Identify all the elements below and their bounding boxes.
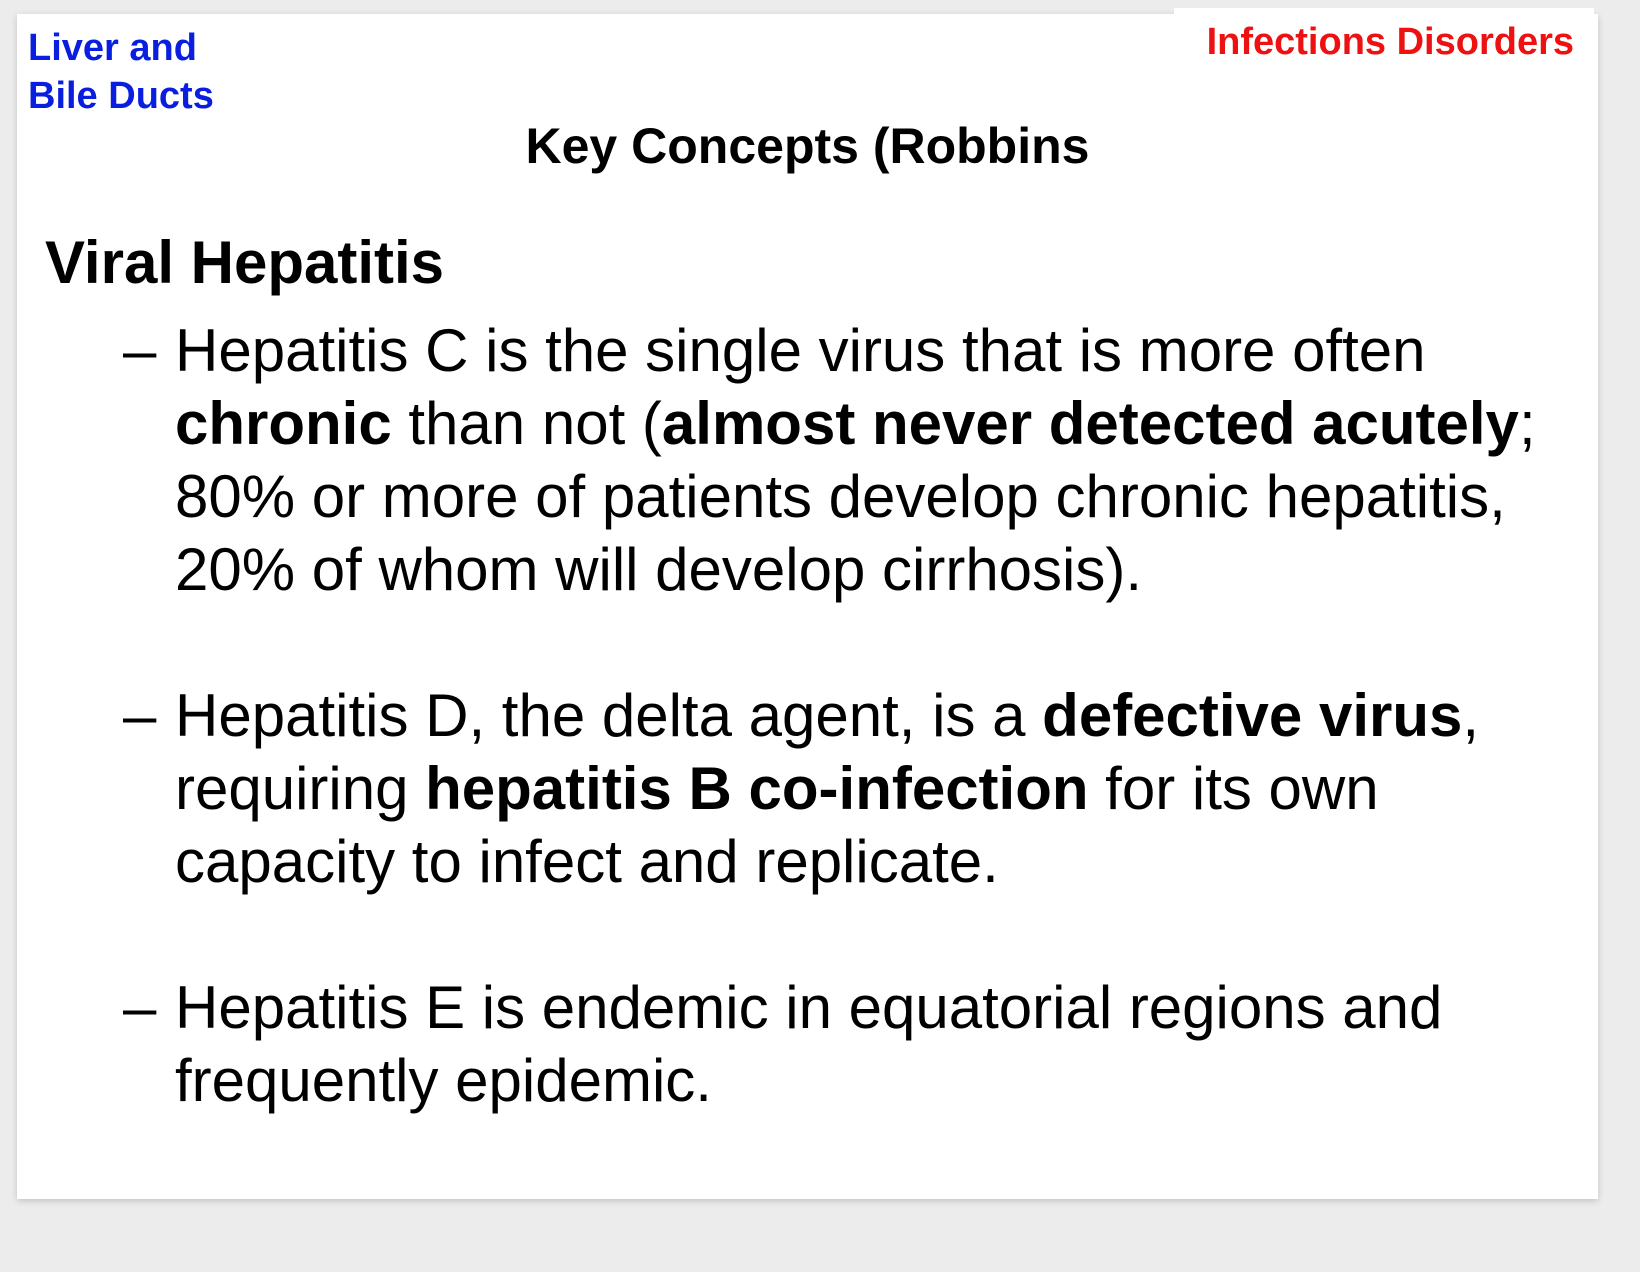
bullet-text: Hepatitis E is endemic in equatorial reg… xyxy=(175,974,1442,1114)
bullet-dash: – xyxy=(123,679,156,752)
bullet-dash: – xyxy=(123,314,156,387)
bullet-list: – Hepatitis C is the single virus that i… xyxy=(17,314,1598,1117)
slide-title: Key Concepts (Robbins xyxy=(17,114,1598,178)
category-label: Infections Disorders xyxy=(1207,18,1574,66)
section-label-line-2: Bile Ducts xyxy=(28,72,214,120)
bullet-text: Hepatitis D, the delta agent, is a xyxy=(175,682,1042,749)
bullet-text: than not ( xyxy=(392,390,662,457)
section-label: Liver and Bile Ducts xyxy=(28,24,214,120)
bullet-dash: – xyxy=(123,971,156,1044)
bullet-emphasis: defective virus xyxy=(1042,682,1462,749)
bullet-hepatitis-e: – Hepatitis E is endemic in equatorial r… xyxy=(17,971,1598,1117)
bullet-emphasis: almost never detected acutely xyxy=(662,390,1519,457)
topic-heading: Viral Hepatitis xyxy=(45,228,444,298)
bullet-hepatitis-c: – Hepatitis C is the single virus that i… xyxy=(17,314,1598,606)
section-label-line-1: Liver and xyxy=(28,24,214,72)
slide: Liver and Bile Ducts Infections Disorder… xyxy=(17,14,1598,1199)
bullet-hepatitis-d: – Hepatitis D, the delta agent, is a def… xyxy=(17,679,1598,898)
bullet-text: Hepatitis C is the single virus that is … xyxy=(175,317,1426,384)
bullet-emphasis: hepatitis B co-infection xyxy=(425,755,1088,822)
bullet-emphasis: chronic xyxy=(175,390,392,457)
